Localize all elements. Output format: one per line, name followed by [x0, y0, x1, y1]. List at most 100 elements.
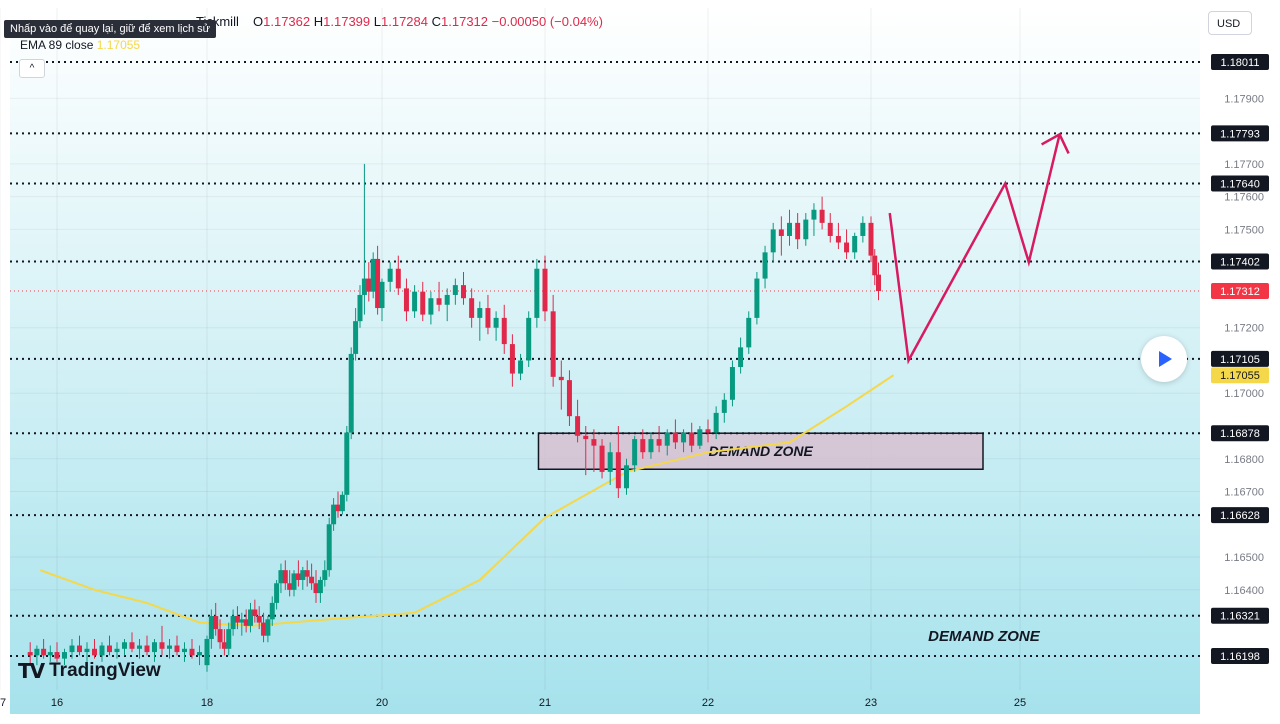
- candle-body: [558, 376, 564, 381]
- candle-body: [248, 609, 253, 626]
- ema-line: [39, 374, 895, 627]
- candle-body: [518, 360, 524, 374]
- candle-body: [335, 504, 341, 512]
- candle-body: [295, 573, 301, 580]
- candle-body: [252, 609, 258, 617]
- ema-layer: [39, 374, 895, 627]
- y-tick-label: 1.16500: [1224, 552, 1264, 564]
- y-tick-label: 1.16400: [1224, 585, 1264, 597]
- candle-body: [77, 645, 82, 653]
- level-price-tag-bg: [1211, 607, 1269, 624]
- candle-body: [485, 308, 491, 328]
- candle-body: [664, 432, 670, 446]
- chevron-up-icon: ^: [29, 63, 35, 74]
- candle-body: [326, 524, 332, 571]
- ema-price-tag-bg: [1211, 367, 1269, 384]
- candle-body: [444, 294, 450, 305]
- candle-body: [811, 209, 817, 220]
- x-tick-label: 20: [376, 697, 388, 709]
- candle-body: [357, 294, 363, 322]
- x-axis-labels: 16 18 20 21 22 23 25 27: [0, 697, 1026, 709]
- level-price-tag-bg: [1211, 648, 1269, 664]
- candle-body: [204, 638, 210, 666]
- candle-body: [428, 298, 434, 315]
- candle-body: [331, 504, 337, 525]
- candle-body: [348, 353, 354, 433]
- candle-body: [827, 222, 833, 236]
- candle-body: [412, 291, 418, 312]
- candle-body: [189, 648, 195, 656]
- candle-body: [274, 583, 280, 603]
- ema-legend[interactable]: EMA 89 close 1.17055: [20, 38, 140, 52]
- candle-body: [803, 219, 809, 240]
- candle-body: [174, 645, 180, 653]
- currency-button[interactable]: USD: [1208, 11, 1252, 35]
- candle-body: [366, 278, 372, 292]
- candle-body: [137, 645, 142, 649]
- candle-body: [648, 439, 654, 453]
- candle-body: [370, 258, 376, 292]
- low-value: 1.17284: [381, 14, 428, 29]
- candle-body: [379, 281, 385, 309]
- candle-body: [729, 367, 735, 400]
- ema-price-tag: 1.17055: [1220, 370, 1260, 382]
- candle-body: [632, 439, 638, 466]
- candle-body: [778, 229, 784, 236]
- candle-body: [583, 435, 589, 440]
- zones-layer: DEMAND ZONE DEMAND ZONE: [537, 432, 1041, 645]
- y-tick-label: 1.17000: [1224, 388, 1264, 400]
- play-button[interactable]: [1141, 336, 1187, 382]
- candle-body: [746, 317, 752, 348]
- candle-body: [542, 268, 548, 312]
- candle-body: [844, 242, 850, 253]
- candle-body: [770, 229, 776, 253]
- tradingview-logo[interactable]: TV TradingView: [18, 658, 161, 684]
- candle-body: [344, 432, 350, 495]
- candle-body: [122, 642, 127, 649]
- candle-body: [876, 274, 881, 292]
- candle-body: [575, 416, 581, 436]
- level-price-tag: 1.18011: [1221, 57, 1260, 69]
- price-tags: 1.18011 1.17793 1.17640 1.17402 1.17105 1.168…: [1211, 54, 1269, 664]
- candle-body: [41, 648, 47, 656]
- high-label: H: [313, 14, 324, 29]
- change-value: −0.00050 (−0.04%): [491, 14, 603, 29]
- candle-body: [239, 619, 245, 623]
- candles-layer: [27, 163, 881, 672]
- level-price-tag-bg: [1211, 54, 1269, 70]
- candle-body: [762, 252, 768, 279]
- tradingview-logo-text: TradingView: [49, 660, 161, 681]
- candle-body: [697, 429, 703, 446]
- candle-body: [852, 235, 858, 253]
- open-value: 1.17362: [263, 14, 311, 29]
- candle-body: [534, 268, 540, 318]
- tradingview-logo-icon: TV: [18, 659, 45, 683]
- candle-body: [34, 648, 40, 656]
- demand-zone-label: DEMAND ZONE: [709, 443, 814, 459]
- candle-body: [387, 268, 393, 282]
- candle-body: [860, 222, 866, 236]
- candle-body: [265, 619, 271, 636]
- y-tick-label: 1.17600: [1224, 192, 1264, 204]
- candle-body: [787, 222, 792, 236]
- low-label: L: [373, 14, 381, 29]
- level-price-tag-bg: [1211, 350, 1269, 367]
- candle-body: [550, 311, 556, 377]
- candle-body: [152, 642, 157, 653]
- candle-body: [640, 439, 646, 453]
- level-price-tag: 1.17105: [1220, 354, 1260, 366]
- projection-layer: [888, 132, 1070, 365]
- level-price-tag: 1.17793: [1220, 128, 1260, 140]
- level-price-tag-bg: [1211, 253, 1269, 270]
- candle-body: [624, 465, 629, 489]
- candle-body: [607, 452, 613, 472]
- candle-body: [269, 602, 275, 620]
- collapse-legend-button[interactable]: ^: [19, 59, 45, 78]
- candle-body: [526, 317, 532, 361]
- level-price-tag-bg: [1211, 425, 1269, 442]
- level-lines: [10, 61, 1208, 657]
- candle-body: [230, 616, 236, 630]
- current-price-tag: 1.17312: [1220, 286, 1260, 298]
- y-tick-label: 1.16700: [1224, 487, 1264, 499]
